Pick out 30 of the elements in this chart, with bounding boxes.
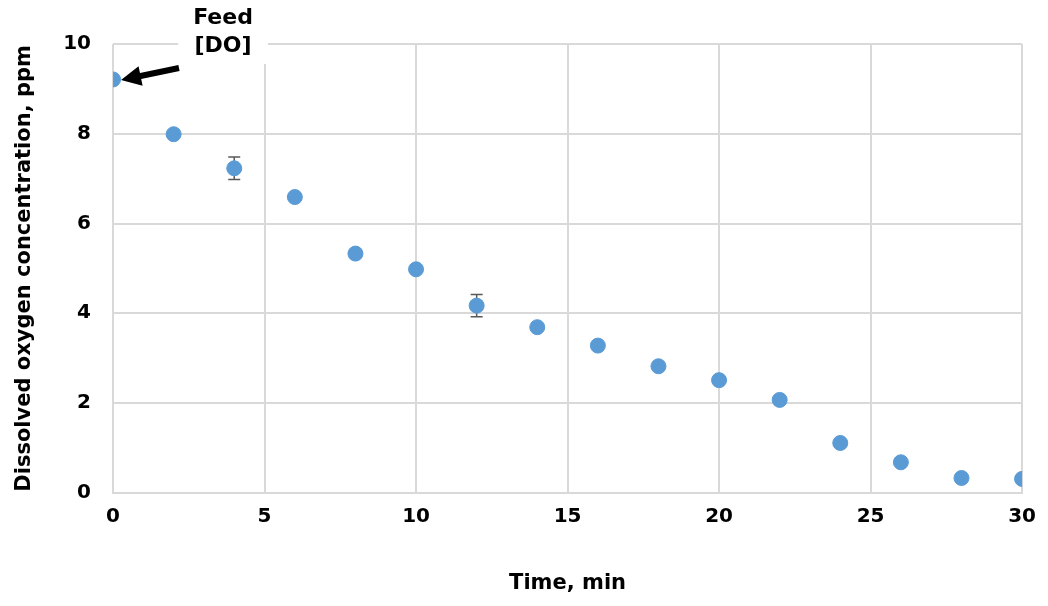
point [529, 319, 546, 336]
point [771, 391, 788, 408]
y-tick-label: 6 [77, 209, 92, 234]
y-tick-label: 8 [77, 119, 92, 144]
y-tick-label: 0 [77, 479, 92, 503]
x-tick-label: 30 [1008, 503, 1037, 527]
point [892, 454, 909, 471]
x-tick-label: 20 [705, 503, 733, 527]
y-tick-label: 10 [63, 30, 92, 55]
point [286, 189, 303, 206]
x-tick-label: 5 [257, 503, 272, 527]
point [589, 337, 606, 354]
point [468, 297, 485, 314]
point [347, 245, 364, 262]
point [408, 261, 425, 278]
point [650, 358, 667, 375]
x-tick-label: 10 [402, 503, 430, 527]
y-axis-title: Dissolved oxygen concentration, ppm [11, 45, 36, 492]
annotation: Feed [DO] [193, 3, 253, 57]
x-tick-label: 25 [856, 503, 885, 527]
y-tick-label: 4 [77, 299, 92, 324]
x-axis-title: Time, min [509, 569, 627, 594]
point [711, 372, 728, 389]
point [226, 160, 243, 177]
y-tick-label: 2 [77, 389, 92, 414]
x-tick-label: 15 [553, 503, 582, 527]
point [953, 469, 970, 486]
point [832, 434, 849, 451]
x-tick-label: 0 [106, 503, 120, 527]
point [165, 126, 182, 143]
